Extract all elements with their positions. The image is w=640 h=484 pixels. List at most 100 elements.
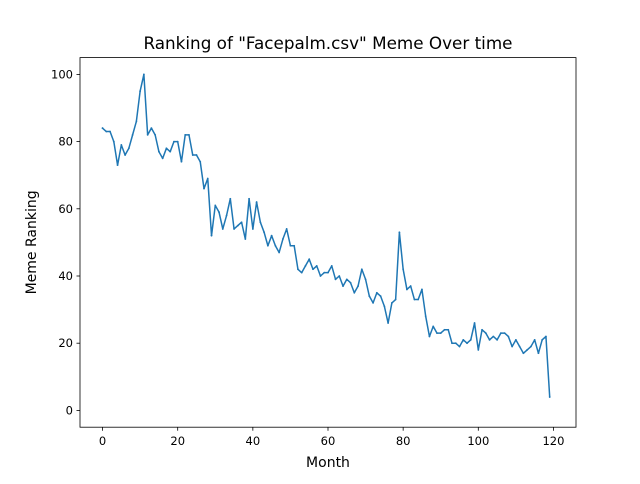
- data-point: [312, 268, 314, 271]
- data-point: [323, 271, 326, 274]
- plot-area-frame: [79, 57, 577, 428]
- y-tick-label: 40: [58, 269, 73, 283]
- data-point: [338, 275, 341, 277]
- data-point: [225, 214, 228, 217]
- data-point: [514, 338, 517, 341]
- data-point: [150, 127, 153, 130]
- data-point: [387, 322, 390, 324]
- data-point: [139, 90, 142, 93]
- data-point: [548, 396, 551, 398]
- data-point: [368, 295, 371, 298]
- chart-title: Ranking of "Facepalm.csv" Meme Over time: [143, 33, 512, 53]
- data-point: [496, 338, 498, 341]
- data-point: [266, 244, 269, 247]
- data-point: [462, 338, 465, 341]
- data-point: [436, 332, 438, 335]
- data-point: [229, 197, 232, 200]
- data-point: [199, 160, 202, 163]
- y-tick-label: 20: [58, 336, 73, 350]
- y-axis: 0 20 40 60 80 100: [51, 67, 80, 417]
- data-point: [488, 338, 491, 341]
- data-point: [282, 238, 284, 240]
- data-point: [236, 224, 239, 227]
- data-point: [466, 342, 468, 345]
- data-point: [526, 349, 529, 351]
- x-tick-label: 100: [467, 434, 489, 448]
- data-point: [330, 265, 333, 267]
- data-point: [364, 278, 367, 281]
- data-point: [203, 187, 205, 190]
- data-point: [116, 164, 119, 167]
- data-point: [398, 231, 401, 234]
- data-point: [293, 244, 296, 247]
- data-point: [169, 150, 172, 153]
- data-point: [158, 150, 160, 153]
- data-point: [188, 133, 190, 136]
- data-point: [477, 349, 480, 351]
- y-tick-label: 80: [58, 135, 73, 149]
- data-point: [375, 291, 378, 294]
- data-point: [195, 154, 198, 156]
- data-point: [259, 221, 262, 224]
- data-point: [541, 338, 544, 341]
- x-tick-label: 40: [246, 434, 261, 448]
- data-point: [101, 127, 104, 130]
- y-tick-label: 60: [58, 202, 73, 216]
- data-point: [428, 335, 431, 338]
- data-point: [451, 342, 453, 345]
- x-tick-label: 0: [99, 434, 106, 448]
- data-point: [315, 265, 318, 267]
- data-point: [184, 133, 187, 136]
- data-point: [214, 204, 217, 207]
- data-point: [240, 221, 243, 224]
- x-tick-label: 120: [542, 434, 564, 448]
- data-point: [522, 352, 525, 355]
- data-point: [161, 157, 164, 160]
- data-point: [233, 228, 235, 230]
- data-point: [533, 338, 536, 341]
- data-point: [383, 305, 386, 308]
- data-point: [285, 228, 288, 230]
- data-point: [278, 251, 281, 254]
- data-point: [439, 332, 442, 335]
- y-axis-label: Meme Ranking: [24, 190, 40, 294]
- data-point: [458, 345, 461, 348]
- data-point: [372, 301, 374, 304]
- y-tick-label: 0: [66, 403, 73, 417]
- data-point: [263, 231, 266, 234]
- data-point: [327, 271, 329, 274]
- data-point: [447, 328, 450, 331]
- data-point: [173, 140, 175, 143]
- data-point: [120, 144, 123, 146]
- data-point: [270, 234, 273, 237]
- data-point: [390, 301, 393, 304]
- data-point: [297, 268, 299, 271]
- data-point: [319, 275, 322, 277]
- data-point: [409, 285, 412, 287]
- data-point: [473, 322, 476, 324]
- data-point: [206, 177, 209, 180]
- data-point: [127, 147, 130, 150]
- data-point: [218, 211, 220, 214]
- data-point: [131, 133, 134, 136]
- data-point: [357, 285, 359, 287]
- data-point: [402, 268, 405, 271]
- data-point: [507, 335, 510, 338]
- data-point: [511, 345, 514, 348]
- data-point: [255, 201, 258, 203]
- data-point: [248, 197, 250, 200]
- data-point: [454, 342, 457, 345]
- data-point: [105, 130, 108, 133]
- data-point: [300, 271, 303, 274]
- data-point: [304, 265, 307, 267]
- data-point: [484, 332, 487, 335]
- data-point: [109, 130, 111, 133]
- data-point: [180, 160, 183, 163]
- data-point: [537, 352, 540, 355]
- data-point: [545, 335, 547, 338]
- x-axis: 0 20 40 60 80 100 120: [99, 427, 564, 448]
- x-tick-label: 80: [396, 434, 411, 448]
- data-point: [251, 228, 254, 230]
- data-point: [165, 147, 168, 150]
